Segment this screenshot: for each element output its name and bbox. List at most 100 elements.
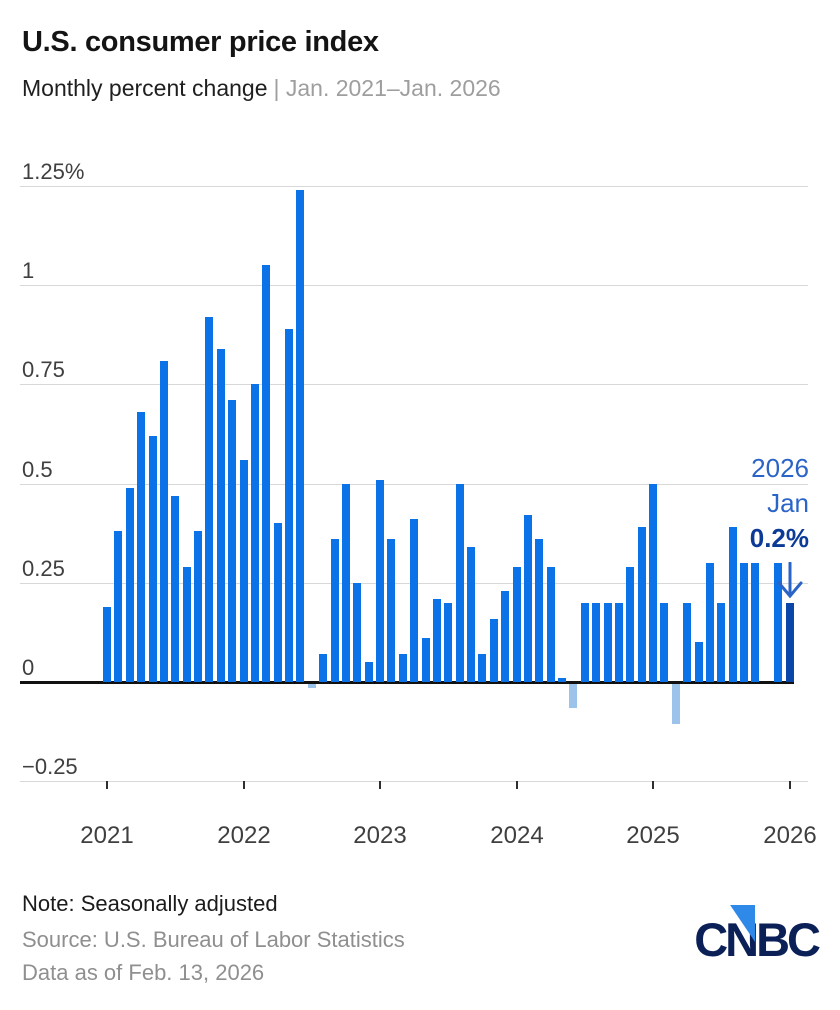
bar-jan-2025 — [649, 484, 657, 682]
bar-oct-2021 — [205, 317, 213, 682]
bar-feb-2023 — [387, 539, 395, 682]
x-axis-label-2021: 2021 — [80, 822, 134, 849]
bar-mar-2025 — [672, 684, 680, 724]
bar-jul-2024 — [581, 603, 589, 682]
bar-jun-2025 — [706, 563, 714, 682]
x-axis-label-2024: 2024 — [490, 822, 544, 849]
y-axis-label: −0.25 — [22, 754, 78, 779]
annotation-year: 2026 — [751, 453, 809, 483]
bar-feb-2022 — [251, 384, 259, 682]
y-axis-label: 0.5 — [22, 457, 53, 482]
x-axis-tick — [516, 781, 518, 789]
gridline — [20, 285, 808, 286]
bar-may-2025 — [695, 642, 703, 682]
logo-letter-c1: C — [694, 913, 728, 966]
y-axis-label: 1 — [22, 258, 35, 283]
bar-jul-2025 — [717, 603, 725, 682]
y-axis-label: 0 — [22, 655, 35, 680]
annotation-value: 0.2% — [749, 523, 809, 553]
bar-oct-2022 — [342, 484, 350, 682]
x-axis-tick — [106, 781, 108, 789]
x-axis-label-2025: 2025 — [626, 822, 680, 849]
bar-oct-2025 — [751, 563, 759, 682]
bar-dec-2025 — [774, 563, 782, 682]
bar-may-2021 — [149, 436, 157, 682]
bar-dec-2023 — [501, 591, 509, 682]
bar-jun-2021 — [160, 361, 168, 682]
bar-sep-2025 — [740, 563, 748, 682]
gridline — [20, 484, 808, 485]
bar-jun-2024 — [569, 684, 577, 708]
source-line: Source: U.S. Bureau of Labor Statistics — [22, 927, 405, 952]
gridline — [20, 186, 808, 187]
gridline — [20, 781, 808, 782]
x-axis-label-2023: 2023 — [353, 822, 407, 849]
bar-jan-2022 — [240, 460, 248, 682]
bar-feb-2024 — [524, 515, 532, 682]
page-title: U.S. consumer price index — [22, 26, 379, 58]
bar-may-2022 — [285, 329, 293, 682]
bar-nov-2023 — [490, 619, 498, 682]
bar-nov-2024 — [626, 567, 634, 682]
x-axis-tick — [652, 781, 654, 789]
bar-jul-2023 — [444, 603, 452, 682]
bar-jan-2026 — [786, 603, 794, 682]
logo-letter-b: B — [756, 913, 790, 966]
bar-dec-2021 — [228, 400, 236, 682]
bar-apr-2023 — [410, 519, 418, 682]
bar-jun-2023 — [433, 599, 441, 682]
bar-jan-2023 — [376, 480, 384, 682]
bar-may-2024 — [558, 678, 566, 682]
cnbc-logo: C N B C — [694, 905, 821, 966]
x-axis-tick — [789, 781, 791, 789]
gridline — [20, 384, 808, 385]
x-axis-tick — [379, 781, 381, 789]
bar-apr-2022 — [274, 523, 282, 682]
bar-sep-2022 — [331, 539, 339, 682]
bar-feb-2021 — [114, 531, 122, 682]
bar-aug-2021 — [183, 567, 191, 682]
bar-jul-2022 — [308, 684, 316, 688]
y-axis-label: 1.25% — [22, 159, 85, 184]
bar-mar-2024 — [535, 539, 543, 682]
bar-aug-2025 — [729, 527, 737, 682]
y-axis-label: 0.25 — [22, 556, 65, 581]
zero-axis-line — [20, 681, 794, 684]
bar-apr-2025 — [683, 603, 691, 682]
bar-sep-2023 — [467, 547, 475, 682]
logo-letter-c2: C — [787, 913, 821, 966]
bar-sep-2021 — [194, 531, 202, 682]
down-arrow-icon — [777, 562, 803, 599]
bar-dec-2024 — [638, 527, 646, 682]
chart-subtitle: Monthly percent change | Jan. 2021–Jan. 2… — [22, 75, 501, 102]
bar-jan-2021 — [103, 607, 111, 682]
bar-aug-2024 — [592, 603, 600, 682]
bar-jan-2024 — [513, 567, 521, 682]
x-axis-tick — [243, 781, 245, 789]
as-of-line: Data as of Feb. 13, 2026 — [22, 960, 265, 985]
x-axis-label-2022: 2022 — [217, 822, 271, 849]
annotation-month: Jan — [767, 488, 809, 518]
bar-aug-2022 — [319, 654, 327, 682]
bar-feb-2025 — [660, 603, 668, 682]
subtitle-measure: Monthly percent change — [22, 75, 268, 101]
y-axis-label: 0.75 — [22, 357, 65, 382]
bar-jul-2021 — [171, 496, 179, 682]
logo-letter-n: N — [725, 905, 759, 967]
bar-mar-2023 — [399, 654, 407, 682]
bar-apr-2021 — [137, 412, 145, 682]
footnote: Note: Seasonally adjusted — [22, 891, 278, 916]
bar-may-2023 — [422, 638, 430, 682]
bar-mar-2022 — [262, 265, 270, 682]
last-point-annotation: 2026 Jan 0.2% — [750, 451, 809, 556]
bar-jun-2022 — [296, 190, 304, 682]
x-axis-label-2026: 2026 — [763, 822, 817, 849]
bar-oct-2024 — [615, 603, 623, 682]
subtitle-date-range: | Jan. 2021–Jan. 2026 — [273, 75, 501, 101]
bar-dec-2022 — [365, 662, 373, 682]
bar-mar-2021 — [126, 488, 134, 682]
bar-nov-2021 — [217, 349, 225, 682]
bar-apr-2024 — [547, 567, 555, 682]
bar-aug-2023 — [456, 484, 464, 682]
